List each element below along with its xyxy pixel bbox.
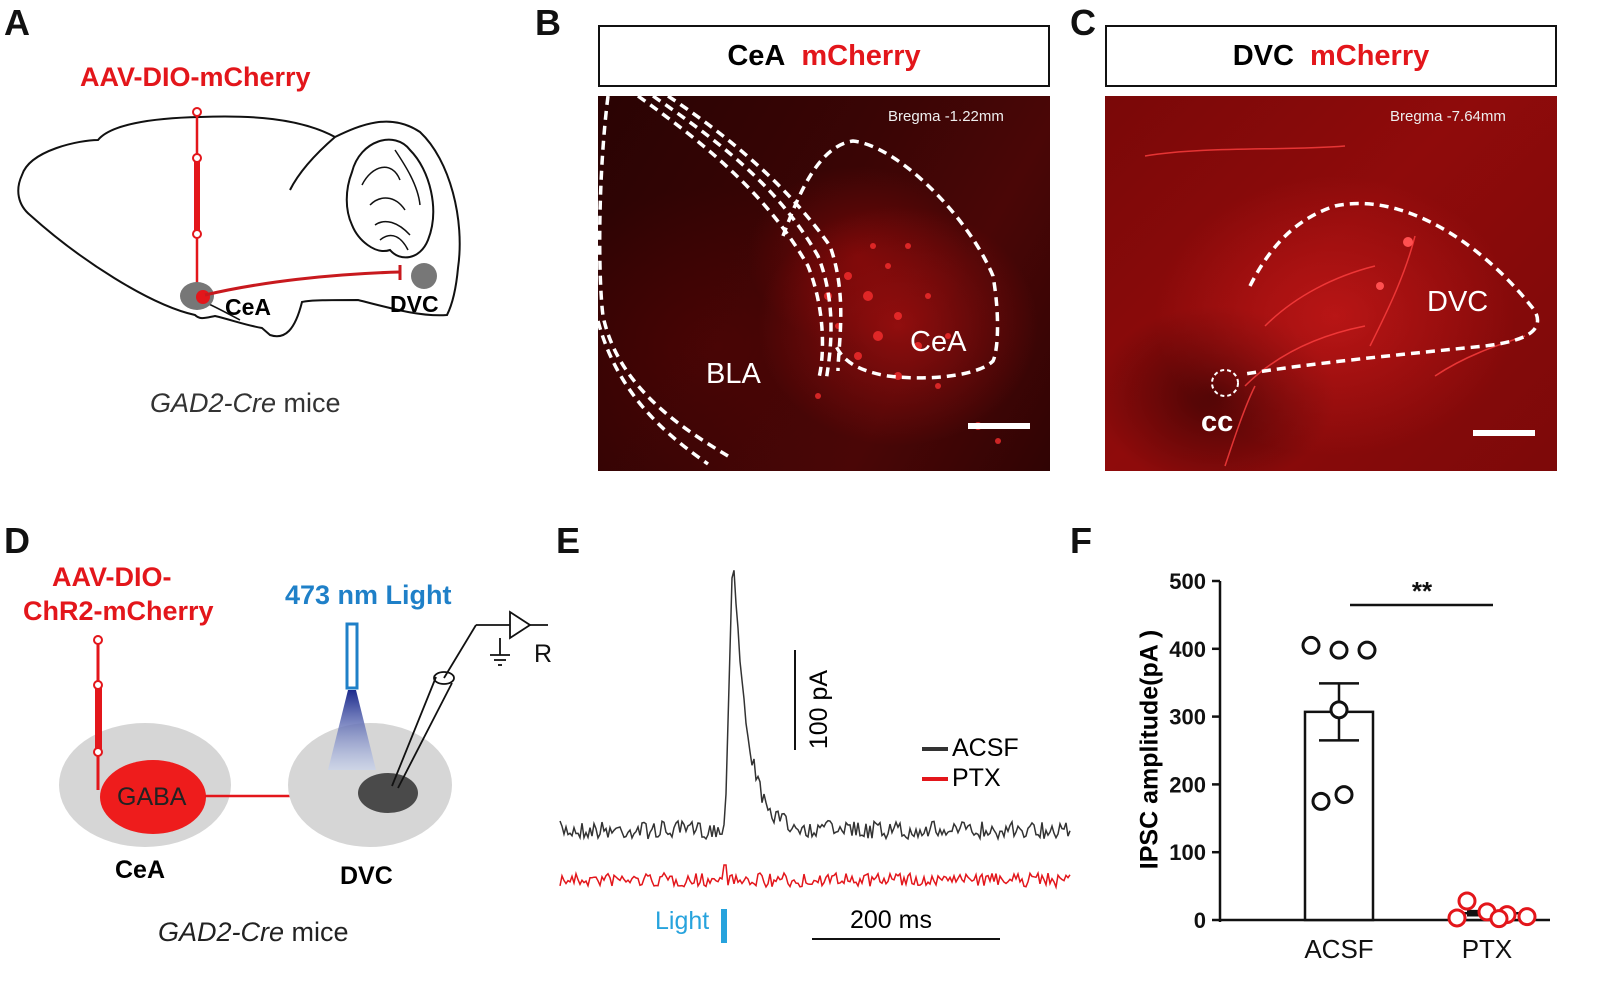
legend-acsf-label: ACSF bbox=[952, 734, 1019, 762]
data-point-acsf bbox=[1329, 640, 1349, 660]
panel-d-virus-line1: AAV-DIO- bbox=[52, 562, 172, 592]
panel-b-header: CeA mCherry bbox=[598, 25, 1050, 87]
data-point-acsf bbox=[1311, 791, 1331, 811]
panel-a-mouse-suffix: mice bbox=[283, 388, 341, 418]
panel-d-mouse-label: GAD2-Cre mice bbox=[158, 917, 349, 948]
panel-d-gaba-label: GABA bbox=[117, 783, 187, 811]
panel-c-micrograph: Bregma -7.64mm DVC cc bbox=[1105, 96, 1557, 471]
panel-c-dvc-label: DVC bbox=[1427, 286, 1489, 318]
panel-c-header: DVC mCherry bbox=[1105, 25, 1557, 87]
panel-e-traces bbox=[559, 570, 1071, 943]
panel-b-micrograph: Bregma -1.22mm BLA CeA bbox=[598, 96, 1050, 471]
data-point-acsf bbox=[1334, 785, 1354, 805]
panel-c-bregma: Bregma -7.64mm bbox=[1390, 108, 1506, 125]
panel-b-outlines bbox=[598, 96, 1030, 466]
panel-b-cea-label: CeA bbox=[910, 326, 967, 358]
chart-labels: 0 100 200 300 400 500 ACSF PTX ** bbox=[1169, 569, 1512, 964]
scale-bar-x-label: 200 ms bbox=[850, 906, 932, 934]
light-stimulus-bar bbox=[721, 909, 727, 943]
chart-bars bbox=[1303, 682, 1523, 922]
y-tick-label: 300 bbox=[1169, 705, 1206, 730]
significance-label: ** bbox=[1412, 576, 1433, 606]
panel-d-dvc-cell bbox=[358, 773, 418, 813]
y-tick-label: 0 bbox=[1194, 908, 1206, 933]
bar-acsf bbox=[1303, 710, 1375, 922]
legend-ptx-label: PTX bbox=[952, 764, 1001, 792]
panel-d-mouse-line: GAD2-Cre bbox=[158, 917, 285, 947]
panel-a-brain-diagram bbox=[17, 107, 461, 338]
y-tick-label: 500 bbox=[1169, 569, 1206, 594]
panel-c-outlines bbox=[1144, 145, 1540, 467]
data-point-ptx bbox=[1489, 909, 1509, 929]
data-point-acsf bbox=[1301, 635, 1321, 655]
panel-d-dvc-label: DVC bbox=[340, 862, 393, 890]
panel-label-a: A bbox=[4, 2, 30, 43]
panel-c-scale-bar bbox=[1473, 430, 1535, 436]
panel-b-bregma: Bregma -1.22mm bbox=[888, 108, 1004, 125]
x-tick-label: PTX bbox=[1462, 934, 1513, 964]
x-tick-label: ACSF bbox=[1304, 934, 1373, 964]
y-tick-label: 400 bbox=[1169, 637, 1206, 662]
panel-a-dvc-label: DVC bbox=[390, 291, 439, 317]
chart-ipsc-amplitude: 0 100 200 300 400 500 ACSF PTX ** bbox=[1169, 569, 1550, 964]
panel-label-e: E bbox=[556, 520, 581, 561]
panel-a-mouse-label: GAD2-Cre mice bbox=[150, 388, 341, 419]
chart-axes bbox=[1212, 579, 1550, 922]
data-point-acsf bbox=[1329, 700, 1349, 720]
data-point-ptx bbox=[1517, 907, 1537, 927]
panel-d-cea-label: CeA bbox=[115, 856, 166, 884]
panel-label-c: C bbox=[1070, 2, 1096, 43]
light-label: Light bbox=[655, 907, 710, 935]
scale-bar-y-label: 100 pA bbox=[805, 669, 834, 750]
panel-b-header-marker: mCherry bbox=[801, 39, 921, 72]
panel-label-f: F bbox=[1070, 520, 1092, 561]
panel-d-mouse-suffix: mice bbox=[291, 917, 349, 947]
panel-d-recording-label: R bbox=[534, 640, 553, 668]
panel-d-virus-line2: ChR2-mCherry bbox=[23, 596, 214, 626]
panel-a-mouse-line: GAD2-Cre bbox=[150, 388, 277, 418]
panel-d-light-label: 473 nm Light bbox=[285, 580, 452, 610]
panel-b-scale-bar bbox=[968, 423, 1030, 429]
trace-ptx bbox=[559, 864, 1071, 890]
panel-d-gaba-cell bbox=[100, 760, 206, 834]
chart-ylabel: IPSC amplitude(pA ) bbox=[1135, 629, 1164, 870]
data-point-ptx bbox=[1457, 891, 1477, 911]
y-tick-label: 200 bbox=[1169, 772, 1206, 797]
panel-label-d: D bbox=[4, 520, 30, 561]
panel-label-b: B bbox=[535, 2, 561, 43]
panel-b-cells bbox=[815, 243, 1001, 444]
panel-a-virus-label: AAV-DIO-mCherry bbox=[80, 62, 311, 92]
data-point-ptx bbox=[1447, 908, 1467, 928]
panel-c-header-region: DVC bbox=[1232, 39, 1294, 72]
panel-b-bla-label: BLA bbox=[706, 358, 761, 390]
trace-acsf bbox=[559, 570, 1071, 842]
y-tick-label: 100 bbox=[1169, 840, 1206, 865]
data-point-acsf bbox=[1357, 640, 1377, 660]
panel-b-header-region: CeA bbox=[727, 39, 786, 72]
panel-d-diagram bbox=[59, 610, 548, 847]
panel-a-cea-label: CeA bbox=[225, 294, 272, 320]
chart-points bbox=[1301, 635, 1537, 929]
panel-c-header-marker: mCherry bbox=[1309, 39, 1430, 72]
panel-c-cc-label: cc bbox=[1201, 406, 1234, 438]
